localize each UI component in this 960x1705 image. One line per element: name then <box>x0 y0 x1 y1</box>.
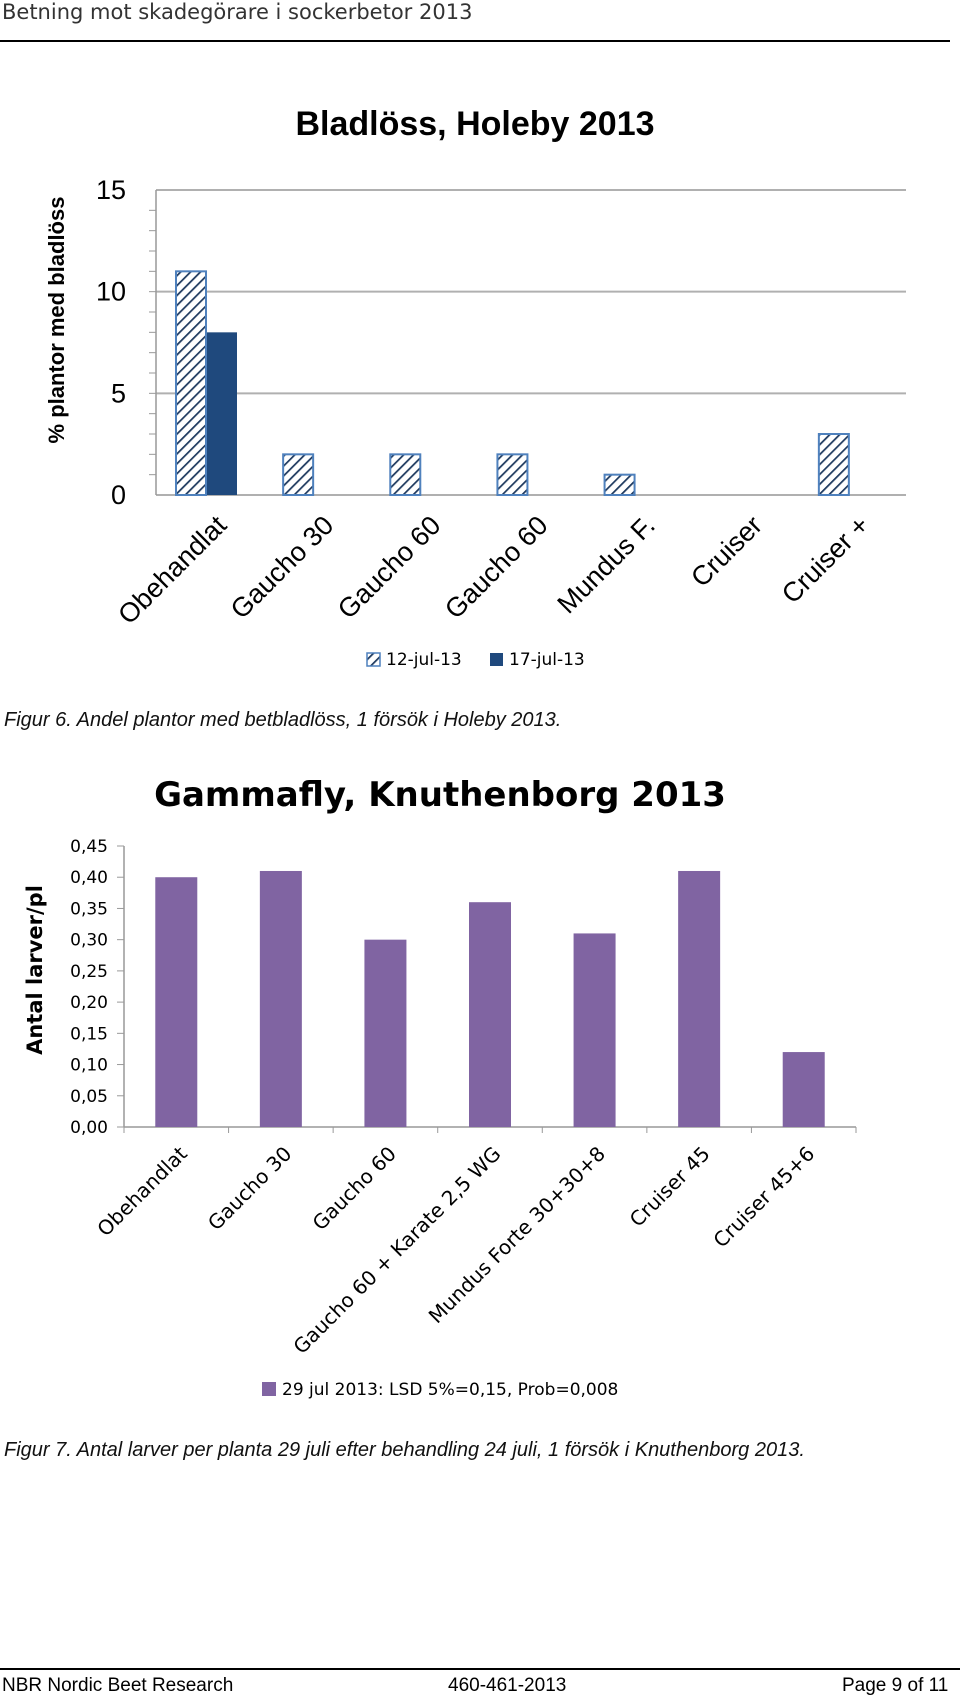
chart2-category-label: Cruiser 45 <box>625 1142 715 1232</box>
chart2-bar <box>678 870 721 1127</box>
chart2-category-label: Gaucho 30 <box>203 1142 296 1235</box>
chart2-bar <box>573 933 616 1127</box>
running-header: Betning mot skadegörare i sockerbetor 20… <box>2 0 473 24</box>
footer-page: Page 9 of 11 <box>842 1675 949 1696</box>
chart2-ytick-label: 0,20 <box>70 993 108 1013</box>
chart2-legend: 29 jul 2013: LSD 5%=0,15, Prob=0,008 <box>262 1380 618 1400</box>
chart2-ytick-label: 0,35 <box>70 899 108 919</box>
chart2-bar <box>155 877 198 1127</box>
chart2-ytick-label: 0,25 <box>70 962 108 982</box>
chart2-ytick-label: 0,05 <box>70 1087 108 1107</box>
chart2-bar <box>259 870 302 1127</box>
chart1-category-label: Gaucho 60 <box>332 510 447 625</box>
chart2-bar <box>469 902 511 1127</box>
chart1-bar <box>496 453 529 497</box>
chart2-ytick-label: 0,30 <box>70 931 108 951</box>
chart1-ytick-label: 10 <box>96 277 126 307</box>
footer-rule <box>0 1668 960 1670</box>
chart2-ytick-label: 0,40 <box>70 868 108 888</box>
chart2-category-label: Gaucho 60 <box>308 1142 401 1235</box>
chart1-category-label: Obehandlat <box>112 510 232 630</box>
chart2-title: Gammafly, Knuthenborg 2013 <box>154 775 726 815</box>
chart1-bar <box>817 433 850 496</box>
chart1-bar <box>282 453 315 497</box>
chart1-category-label: Cruiser + <box>776 510 875 609</box>
chart1-bar <box>207 332 237 495</box>
chart-gammafly: 0,00 0,05 0,10 0,15 0,20 0,25 0,30 0,35 0,40 0,45… <box>23 775 857 1400</box>
chart1-category-label: Gaucho 30 <box>225 510 340 625</box>
chart1-ylabel: % plantor med bladlöss <box>44 197 69 444</box>
chart2-category-label: Mundus Forte 30+30+8 <box>424 1142 610 1328</box>
chart1-ytick-label: 5 <box>111 378 126 408</box>
chart2-bar <box>364 939 407 1127</box>
chart2-ytick-label: 0,45 <box>70 837 108 857</box>
chart1-bar <box>389 453 422 497</box>
chart2-bar <box>782 1052 825 1127</box>
chart1-category-label: Cruiser <box>685 510 768 593</box>
chart2-category-label: Gaucho 60 + Karate 2,5 WG <box>288 1142 505 1359</box>
figure7-caption: Figur 7. Antal larver per planta 29 juli… <box>4 1439 805 1461</box>
chart1-ytick-label: 0 <box>111 480 126 510</box>
chart2-category-label: Cruiser 45+6 <box>708 1142 819 1253</box>
chart1-category-label: Mundus F. <box>552 510 661 619</box>
chart1-legend-label-1: 12-jul-13 <box>386 650 462 670</box>
chart1-legend-swatch-2 <box>490 653 503 666</box>
figure6-caption: Figur 6. Andel plantor med betbladlöss, … <box>4 709 562 731</box>
chart2-ytick-label: 0,10 <box>70 1056 108 1076</box>
chart2-ylabel: Antal larver/pl <box>23 885 47 1055</box>
chart1-legend-swatch-1 <box>366 652 381 667</box>
chart2-ytick-label: 0,15 <box>70 1024 108 1044</box>
chart2-legend-swatch <box>262 1382 276 1396</box>
chart1-category-label: Gaucho 60 <box>439 510 554 625</box>
chart1-ytick-label: 15 <box>96 175 126 205</box>
chart2-category-label: Obehandlat <box>92 1141 192 1241</box>
footer-org: NBR Nordic Beet Research <box>2 1675 234 1696</box>
chart1-bar <box>175 270 207 496</box>
chart1-legend-label-2: 17-jul-13 <box>509 650 585 670</box>
chart2-ytick-label: 0,00 <box>70 1118 108 1138</box>
header-rule <box>0 40 950 42</box>
chart1-title: Bladlöss, Holeby 2013 <box>295 105 654 143</box>
chart2-legend-label: 29 jul 2013: LSD 5%=0,15, Prob=0,008 <box>282 1380 618 1400</box>
footer-code: 460-461-2013 <box>448 1675 567 1696</box>
chart1-legend: 12-jul-13 17-jul-13 <box>366 650 585 670</box>
chart1-bar <box>603 473 636 496</box>
